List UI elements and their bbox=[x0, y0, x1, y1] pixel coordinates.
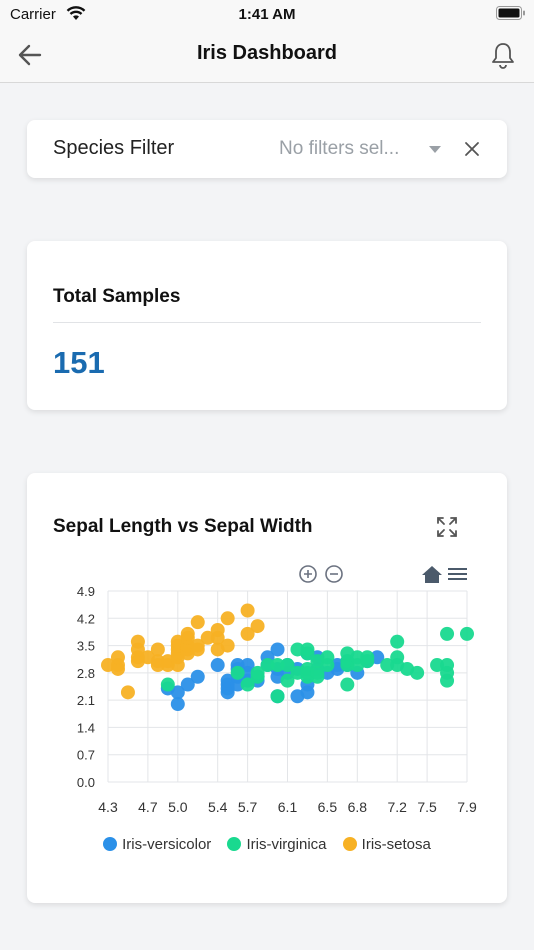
point-iris-setosa[interactable] bbox=[240, 626, 255, 641]
point-iris-virginica[interactable] bbox=[310, 665, 325, 680]
point-iris-virginica[interactable] bbox=[460, 626, 474, 641]
y-tick-label: 0.0 bbox=[77, 775, 95, 790]
point-iris-virginica[interactable] bbox=[390, 650, 405, 665]
total-samples-card: Total Samples 151 bbox=[27, 241, 507, 410]
y-tick-label: 4.2 bbox=[77, 611, 95, 626]
x-tick-label: 5.0 bbox=[168, 799, 188, 815]
point-iris-virginica[interactable] bbox=[300, 642, 315, 657]
point-iris-setosa[interactable] bbox=[110, 650, 125, 665]
y-tick-label: 2.8 bbox=[77, 666, 95, 681]
point-iris-versicolor[interactable] bbox=[170, 697, 185, 712]
x-tick-label: 4.3 bbox=[98, 799, 118, 815]
x-tick-label: 6.5 bbox=[318, 799, 338, 815]
species-filter-card[interactable]: Species Filter No filters sel... bbox=[27, 120, 507, 178]
x-tick-label: 7.9 bbox=[457, 799, 477, 815]
navigation-bar: Iris Dashboard bbox=[0, 28, 534, 83]
x-tick-label: 5.7 bbox=[238, 799, 258, 815]
species-filter-label: Species Filter bbox=[53, 137, 175, 159]
expand-icon[interactable] bbox=[436, 516, 458, 538]
point-iris-virginica[interactable] bbox=[440, 626, 455, 641]
point-iris-virginica[interactable] bbox=[360, 650, 375, 665]
arrow-left-icon[interactable] bbox=[14, 40, 46, 70]
point-iris-virginica[interactable] bbox=[250, 665, 265, 680]
point-iris-virginica[interactable] bbox=[410, 665, 425, 680]
zoom-in-icon[interactable] bbox=[299, 565, 317, 583]
legend-item-setosa[interactable]: Iris-setosa bbox=[342, 836, 431, 853]
point-iris-setosa[interactable] bbox=[220, 611, 235, 626]
point-iris-virginica[interactable] bbox=[270, 689, 285, 704]
point-iris-versicolor[interactable] bbox=[180, 677, 195, 692]
wifi-icon bbox=[66, 6, 86, 20]
point-iris-virginica[interactable] bbox=[340, 677, 355, 692]
battery-icon bbox=[496, 6, 525, 20]
y-tick-label: 1.4 bbox=[77, 720, 95, 735]
y-tick-label: 2.1 bbox=[77, 693, 95, 708]
legend-label: Iris-versicolor bbox=[122, 836, 212, 853]
page-title: Iris Dashboard bbox=[196, 42, 338, 64]
point-iris-virginica[interactable] bbox=[280, 658, 295, 673]
close-icon[interactable] bbox=[464, 141, 480, 157]
carrier-label: Carrier bbox=[10, 6, 56, 23]
chart-title: Sepal Length vs Sepal Width bbox=[53, 516, 313, 537]
legend-item-versicolor[interactable]: Iris-versicolor bbox=[103, 836, 211, 853]
point-iris-setosa[interactable] bbox=[200, 630, 215, 645]
point-iris-setosa[interactable] bbox=[130, 634, 145, 649]
scatter-chart: 0.0 0.7 1.4 2.1 2.8 3.5 4.2 4.9 4.3 4.7 5.0 5.4 5.7 6… bbox=[77, 565, 477, 815]
status-bar: Carrier 1:41 AM bbox=[0, 0, 534, 28]
legend-label: Iris-virginica bbox=[246, 836, 327, 853]
point-iris-versicolor[interactable] bbox=[240, 658, 255, 673]
point-iris-virginica[interactable] bbox=[380, 658, 395, 673]
point-iris-versicolor[interactable] bbox=[190, 669, 205, 684]
divider bbox=[53, 322, 481, 323]
point-iris-setosa[interactable] bbox=[210, 622, 225, 637]
status-time: 1:41 AM bbox=[238, 6, 296, 23]
point-iris-versicolor[interactable] bbox=[270, 642, 285, 657]
home-icon[interactable] bbox=[422, 566, 442, 583]
point-iris-virginica[interactable] bbox=[240, 677, 255, 692]
y-tick-label: 4.9 bbox=[77, 584, 95, 599]
point-iris-setosa[interactable] bbox=[120, 685, 135, 700]
x-tick-label: 7.2 bbox=[387, 799, 407, 815]
point-iris-setosa[interactable] bbox=[250, 619, 265, 634]
x-tick-label: 6.8 bbox=[348, 799, 368, 815]
point-iris-virginica[interactable] bbox=[320, 650, 335, 665]
legend-dot bbox=[103, 837, 118, 851]
legend-item-virginica[interactable]: Iris-virginica bbox=[227, 836, 327, 853]
point-iris-setosa[interactable] bbox=[190, 615, 205, 630]
y-tick-label: 0.7 bbox=[77, 748, 95, 763]
point-iris-versicolor[interactable] bbox=[170, 685, 185, 700]
menu-icon[interactable] bbox=[448, 568, 467, 580]
legend-dot bbox=[227, 837, 242, 851]
legend-dot bbox=[342, 837, 357, 851]
point-iris-setosa[interactable] bbox=[150, 642, 165, 657]
x-tick-label: 6.1 bbox=[278, 799, 298, 815]
point-iris-virginica[interactable] bbox=[440, 658, 455, 673]
chart-legend: Iris-versicolor Iris-virginica Iris-seto… bbox=[27, 836, 507, 853]
total-samples-title: Total Samples bbox=[53, 286, 181, 307]
x-tick-label: 4.7 bbox=[138, 799, 158, 815]
point-iris-setosa[interactable] bbox=[220, 638, 235, 653]
caret-down-icon[interactable] bbox=[429, 146, 441, 154]
bell-icon[interactable] bbox=[488, 40, 518, 70]
point-iris-virginica[interactable] bbox=[260, 658, 275, 673]
total-samples-value: 151 bbox=[53, 345, 105, 380]
point-iris-virginica[interactable] bbox=[230, 665, 245, 680]
point-iris-virginica[interactable] bbox=[390, 634, 405, 649]
point-iris-virginica[interactable] bbox=[270, 658, 285, 673]
scatter-chart-card: Sepal Length vs Sepal Width 0.0 0.7 1.4 2.1… bbox=[27, 473, 507, 903]
point-iris-setosa[interactable] bbox=[180, 626, 195, 641]
x-tick-label: 7.5 bbox=[417, 799, 437, 815]
legend-label: Iris-setosa bbox=[361, 836, 431, 853]
point-iris-versicolor[interactable] bbox=[210, 658, 225, 673]
x-tick-label: 5.4 bbox=[208, 799, 228, 815]
point-iris-setosa[interactable] bbox=[190, 638, 205, 653]
point-iris-virginica[interactable] bbox=[160, 677, 175, 692]
point-iris-virginica[interactable] bbox=[280, 673, 295, 688]
y-tick-label: 3.5 bbox=[77, 639, 95, 654]
zoom-out-icon[interactable] bbox=[325, 565, 343, 583]
point-iris-setosa[interactable] bbox=[240, 603, 255, 618]
point-iris-virginica[interactable] bbox=[430, 658, 445, 673]
species-filter-select[interactable]: No filters sel... bbox=[279, 138, 400, 159]
